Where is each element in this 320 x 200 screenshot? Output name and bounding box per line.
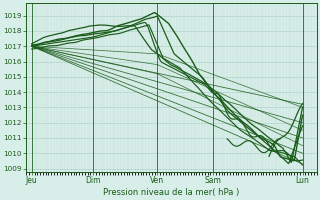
X-axis label: Pression niveau de la mer( hPa ): Pression niveau de la mer( hPa ) (103, 188, 239, 197)
